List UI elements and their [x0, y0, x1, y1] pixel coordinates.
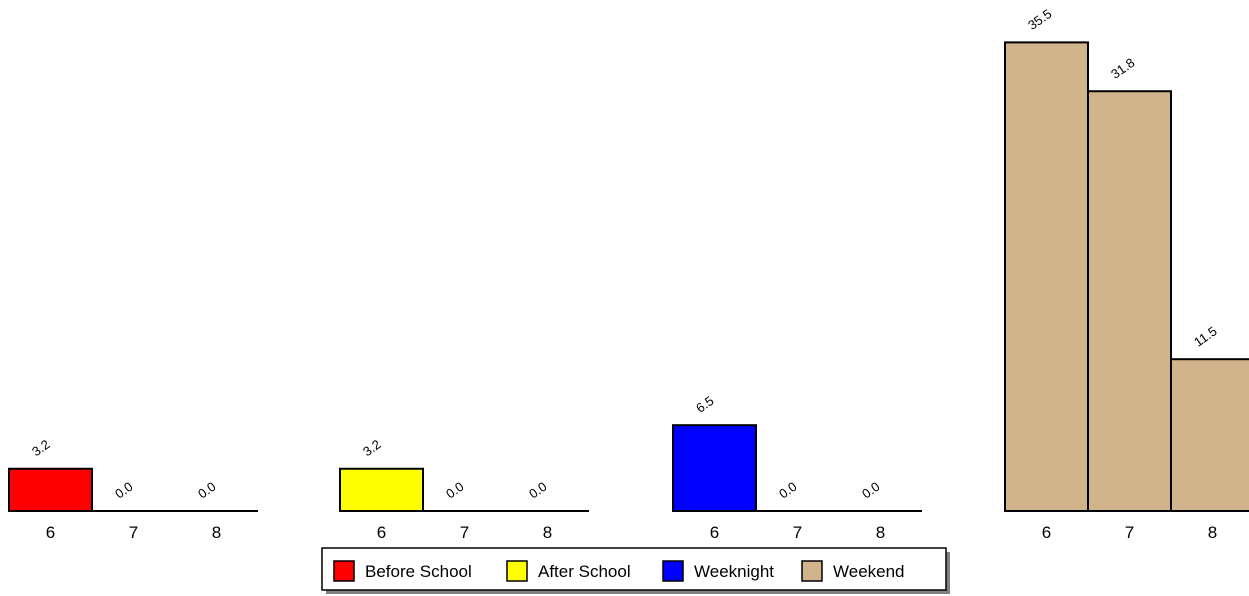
legend-label-after-school: After School [538, 562, 631, 581]
tick-label-weeknight-6: 6 [710, 523, 719, 542]
legend-label-weeknight: Weeknight [694, 562, 774, 581]
legend-label-weekend: Weekend [833, 562, 905, 581]
panel-before-school: 3.2 6 0.0 7 0.0 8 [8, 437, 258, 542]
tick-label-after-school-8: 8 [543, 523, 552, 542]
tick-label-weekend-8: 8 [1208, 523, 1217, 542]
data-label-before-school-7: 0.0 [112, 479, 135, 502]
data-label-before-school-6: 3.2 [29, 437, 52, 460]
chart-panels: 3.260.070.083.260.070.086.560.070.0835.5… [8, 6, 1249, 542]
legend-swatch-before-school [333, 560, 355, 582]
bar-weekend-6 [1004, 41, 1089, 513]
data-label-weeknight-6: 6.5 [693, 393, 716, 416]
data-label-before-school-8: 0.0 [195, 479, 218, 502]
legend-box [321, 547, 947, 591]
data-label-after-school-6: 3.2 [360, 437, 383, 460]
tick-label-before-school-6: 6 [46, 523, 55, 542]
tick-label-after-school-7: 7 [460, 523, 469, 542]
tick-label-weekend-6: 6 [1042, 523, 1051, 542]
tick-label-before-school-7: 7 [129, 523, 138, 542]
data-label-weekend-6: 35.5 [1025, 6, 1054, 33]
tick-label-weeknight-8: 8 [876, 523, 885, 542]
tick-label-after-school-6: 6 [377, 523, 386, 542]
legend-label-before-school: Before School [365, 562, 472, 581]
legend-swatch-weeknight [662, 560, 684, 582]
legend-swatch-after-school [506, 560, 528, 582]
bar-weeknight-6 [672, 424, 757, 513]
panel-weekend: 35.5 6 31.8 7 11.5 8 [1004, 6, 1249, 542]
data-label-after-school-7: 0.0 [443, 479, 466, 502]
legend-swatch-weekend [801, 560, 823, 582]
tick-label-weekend-7: 7 [1125, 523, 1134, 542]
data-label-weekend-8: 11.5 [1191, 323, 1220, 349]
bar-weekend-7 [1087, 90, 1172, 513]
bar-before-school-6 [8, 467, 93, 513]
data-label-after-school-8: 0.0 [526, 479, 549, 502]
panel-weeknight: 6.5 6 0.0 7 0.0 8 [672, 393, 922, 542]
data-label-weeknight-7: 0.0 [776, 479, 799, 502]
legend: Before School After School Weeknight Wee… [321, 547, 950, 594]
bar-after-school-6 [339, 467, 424, 513]
tick-label-before-school-8: 8 [212, 523, 221, 542]
data-label-weekend-7: 31.8 [1108, 55, 1137, 82]
data-label-weeknight-8: 0.0 [859, 479, 882, 502]
bar-weekend-8 [1170, 358, 1249, 513]
tick-label-weeknight-7: 7 [793, 523, 802, 542]
panel-after-school: 3.2 6 0.0 7 0.0 8 [339, 437, 589, 542]
